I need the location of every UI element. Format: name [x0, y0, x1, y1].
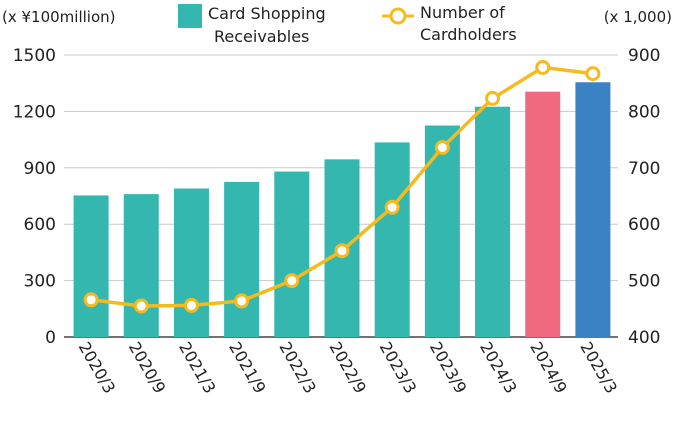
line-point: [183, 297, 199, 313]
legend-line-marker: [389, 7, 407, 25]
line-point: [83, 292, 99, 308]
line-series: [83, 59, 601, 314]
left-tick-label: 300: [24, 272, 56, 292]
right-axis: 400 500 600 700 800 900: [628, 46, 660, 348]
bar-series: [73, 82, 611, 337]
line-point: [334, 243, 350, 259]
legend: Card Shopping Receivables Number of Card…: [178, 3, 517, 46]
bar: [173, 188, 209, 337]
bar: [424, 125, 460, 337]
line-point: [133, 298, 149, 314]
line-point: [535, 59, 551, 75]
bar: [575, 82, 611, 337]
x-tick-label: 2020/3: [75, 339, 120, 397]
left-tick-label: 900: [24, 159, 56, 179]
legend-bar-label-line1: Card Shopping: [208, 4, 326, 23]
right-tick-label: 900: [628, 46, 660, 66]
x-axis: 2020/3 2020/9 2021/3 2021/9 2022/3 2022/9 2023…: [75, 339, 621, 397]
right-axis-unit: (x 1,000): [604, 8, 672, 26]
x-tick-label: 2024/9: [526, 339, 571, 397]
x-tick-label: 2023/9: [426, 339, 471, 397]
bar: [123, 194, 159, 337]
bar: [475, 106, 511, 337]
legend-line-label-line2: Cardholders: [420, 25, 517, 44]
bar: [73, 195, 109, 337]
right-tick-label: 500: [628, 272, 660, 292]
right-tick-label: 600: [628, 215, 660, 235]
x-tick-label: 2021/3: [175, 339, 220, 397]
line-point: [384, 199, 400, 215]
x-tick-label: 2024/3: [476, 339, 521, 397]
x-tick-label: 2022/9: [326, 339, 371, 397]
left-tick-label: 1200: [13, 102, 56, 122]
bar: [224, 181, 260, 337]
legend-line-label-line1: Number of: [420, 3, 505, 22]
left-axis-unit: (x ¥100million): [2, 8, 116, 26]
bar: [374, 142, 410, 337]
x-tick-label: 2023/3: [376, 339, 421, 397]
x-tick-label: 2021/9: [225, 339, 270, 397]
x-tick-label: 2020/9: [125, 339, 170, 397]
bar: [274, 171, 310, 337]
right-tick-label: 700: [628, 159, 660, 179]
left-axis: 0 300 600 900 1200 1500: [13, 46, 56, 348]
left-tick-label: 600: [24, 215, 56, 235]
right-tick-label: 400: [628, 328, 660, 348]
legend-bar-swatch: [178, 4, 202, 28]
left-tick-label: 0: [45, 328, 56, 348]
line-point: [585, 66, 601, 82]
right-tick-label: 800: [628, 102, 660, 122]
bar: [525, 91, 561, 337]
x-tick-label: 2025/3: [576, 339, 621, 397]
left-tick-label: 1500: [13, 46, 56, 66]
line-point: [234, 293, 250, 309]
legend-bar-label-line2: Receivables: [214, 27, 309, 46]
x-tick-label: 2022/3: [275, 339, 320, 397]
line-point: [284, 273, 300, 289]
line-point: [485, 90, 501, 106]
line-point: [434, 139, 450, 155]
